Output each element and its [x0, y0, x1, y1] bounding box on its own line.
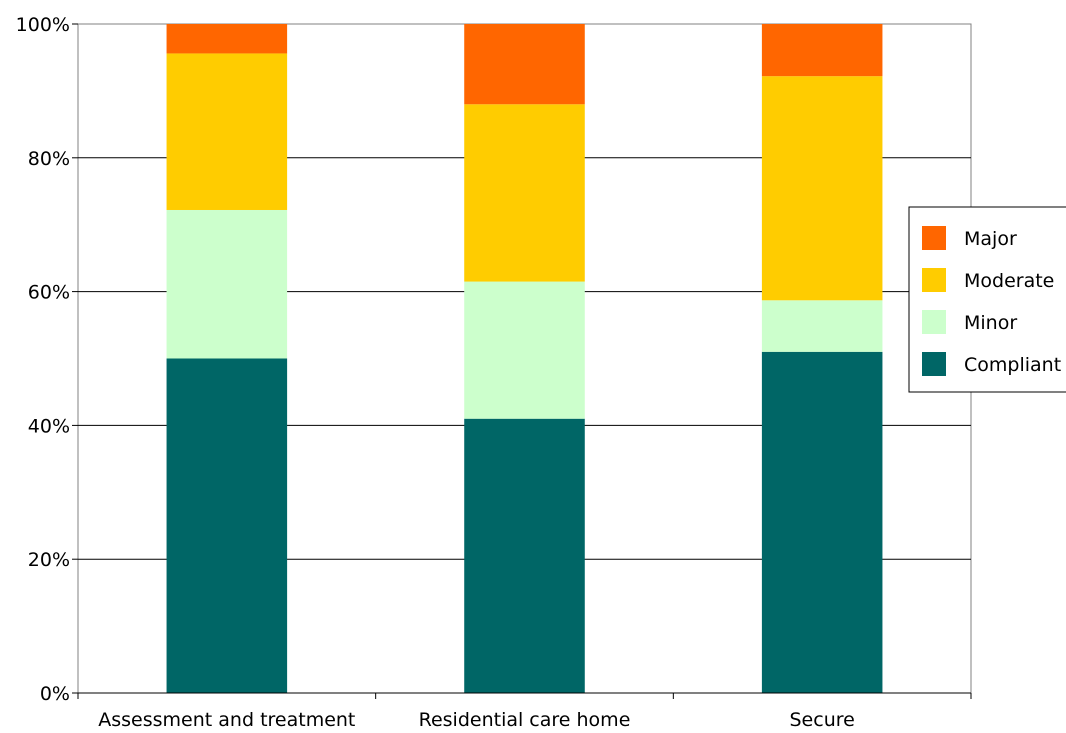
y-tick-label: 0%	[40, 683, 70, 705]
y-tick-label: 100%	[16, 14, 70, 36]
bar-compliant-1	[166, 358, 288, 693]
x-category-label: Residential care home	[419, 709, 631, 731]
y-tick-label: 20%	[28, 549, 70, 571]
legend-label-minor: Minor	[964, 312, 1017, 334]
x-axis-category-labels: Assessment and treatment Residential care…	[98, 709, 855, 731]
bar-moderate-1	[166, 53, 288, 210]
bar-minor-2	[464, 281, 585, 419]
y-tick-label: 80%	[28, 148, 70, 170]
bar-compliant-3	[761, 351, 883, 693]
legend-items: Major Moderate Minor Compliant	[922, 226, 1061, 376]
legend-label-major: Major	[964, 228, 1017, 250]
bar-minor-1	[166, 209, 288, 359]
bar-minor-3	[761, 300, 883, 352]
y-tick-label: 40%	[28, 415, 70, 437]
legend-label-compliant: Compliant	[964, 354, 1061, 376]
x-axis-ticks	[77, 693, 972, 699]
legend: Major Moderate Minor Compliant	[908, 206, 1066, 393]
legend-swatch-minor	[922, 310, 946, 334]
bar-major-3	[761, 24, 883, 77]
y-tick-label: 60%	[28, 282, 70, 304]
bar-major-2	[464, 24, 585, 105]
x-category-label: Assessment and treatment	[98, 709, 355, 731]
bars	[166, 24, 883, 693]
y-axis-tick-labels: 0% 20% 40% 60% 80% 100%	[16, 14, 70, 705]
legend-swatch-major	[922, 226, 946, 250]
x-category-label: Secure	[790, 709, 855, 731]
legend-swatch-moderate	[922, 268, 946, 292]
legend-swatch-compliant	[922, 352, 946, 376]
bar-compliant-2	[464, 418, 585, 693]
bar-moderate-2	[464, 104, 585, 282]
legend-label-moderate: Moderate	[964, 270, 1054, 292]
bar-moderate-3	[761, 76, 883, 301]
bar-major-1	[166, 24, 288, 54]
